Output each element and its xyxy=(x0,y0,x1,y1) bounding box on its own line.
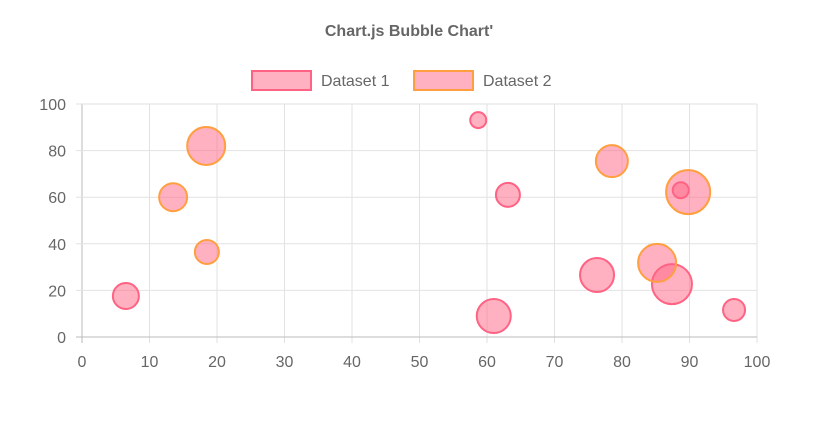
y-tick-label: 40 xyxy=(48,237,66,254)
bubble-dataset-1[interactable] xyxy=(494,181,521,208)
legend-label-dataset-2[interactable]: Dataset 2 xyxy=(483,73,552,90)
bubble-dataset-1[interactable] xyxy=(111,281,140,310)
bubble-dataset-2[interactable] xyxy=(637,242,678,283)
bubbles xyxy=(111,111,747,335)
bubble-dataset-2[interactable] xyxy=(186,125,227,166)
y-tick-label: 0 xyxy=(57,330,66,347)
y-tick-label: 20 xyxy=(48,283,66,300)
y-tick-label: 80 xyxy=(48,144,66,161)
chart-title: Chart.js Bubble Chart' xyxy=(325,23,493,40)
bubble-dataset-1[interactable] xyxy=(579,257,616,294)
y-tick-label: 60 xyxy=(48,190,66,207)
legend-swatch-dataset-1[interactable] xyxy=(251,70,312,91)
y-tick-label: 100 xyxy=(39,97,66,114)
x-tick-label: 10 xyxy=(141,354,159,371)
legend: Dataset 1 Dataset 2 xyxy=(251,70,552,91)
x-tick-label: 30 xyxy=(276,354,294,371)
x-tick-label: 90 xyxy=(681,354,699,371)
bubble-dataset-1[interactable] xyxy=(475,298,512,335)
bubble-dataset-2[interactable] xyxy=(193,238,220,265)
bubble-dataset-2[interactable] xyxy=(665,169,712,216)
x-tick-label: 0 xyxy=(78,354,87,371)
bubble-dataset-2[interactable] xyxy=(158,182,189,213)
bubble-dataset-2[interactable] xyxy=(594,144,629,179)
x-tick-label: 70 xyxy=(546,354,564,371)
x-tick-label: 40 xyxy=(343,354,361,371)
grid xyxy=(76,103,758,343)
bubble-dataset-1[interactable] xyxy=(722,297,747,322)
legend-label-dataset-1[interactable]: Dataset 1 xyxy=(321,73,390,90)
x-tick-label: 80 xyxy=(613,354,631,371)
x-tick-label: 20 xyxy=(208,354,226,371)
x-tick-label: 60 xyxy=(478,354,496,371)
x-tick-label: 100 xyxy=(744,354,771,371)
bubble-dataset-1[interactable] xyxy=(469,111,488,130)
legend-swatch-dataset-2[interactable] xyxy=(413,70,474,91)
x-tick-label: 50 xyxy=(411,354,429,371)
tick-labels: 0 10 20 30 40 50 60 70 80 90 100 0 20 40 60 80 100 xyxy=(39,97,770,371)
